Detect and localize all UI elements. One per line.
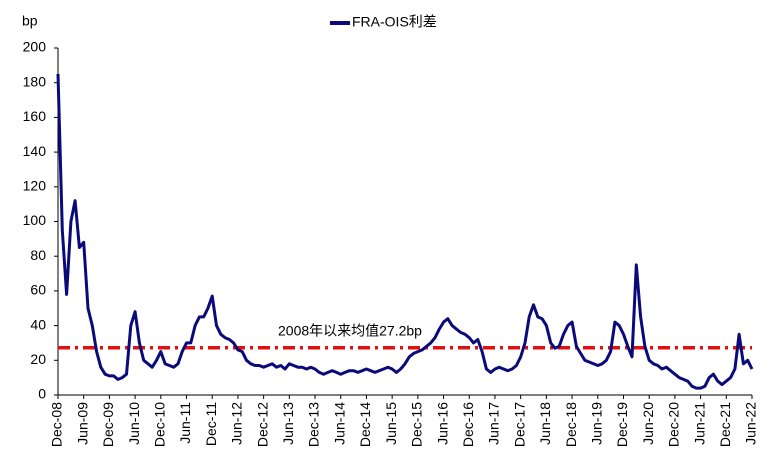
x-tick-label: Dec-10	[152, 402, 168, 447]
x-tick-label: Jun-17	[486, 402, 502, 445]
y-tick-label: 100	[23, 212, 47, 228]
y-tick-label: 140	[23, 143, 47, 159]
x-tick-label: Jun-16	[434, 402, 450, 445]
x-tick-label: Dec-08	[49, 402, 65, 447]
legend-label: FRA-OIS利差	[352, 14, 437, 30]
y-tick-label: 0	[38, 386, 46, 402]
x-tick-label: Dec-21	[717, 402, 733, 447]
y-tick-label: 40	[30, 316, 46, 332]
x-tick-label: Dec-19	[614, 402, 630, 447]
x-tick-label: Dec-13	[306, 402, 322, 447]
x-tick-label: Jun-11	[177, 402, 193, 444]
y-tick-label: 20	[30, 351, 46, 367]
x-tick-label: Jun-10	[126, 402, 142, 445]
x-tick-label: Dec-11	[203, 402, 219, 446]
y-tick-label: 200	[23, 39, 47, 55]
y-tick-label: 80	[30, 247, 46, 263]
x-tick-label: Jun-21	[691, 402, 707, 445]
x-tick-label: Dec-15	[409, 402, 425, 447]
x-tick-label: Jun-14	[331, 402, 347, 445]
x-tick-label: Dec-18	[563, 402, 579, 447]
x-tick-label: Jun-22	[743, 402, 759, 445]
y-tick-label: 60	[30, 282, 46, 298]
x-tick-label: Dec-20	[666, 402, 682, 447]
y-tick-label: 180	[23, 73, 47, 89]
x-tick-label: Jun-13	[280, 402, 296, 445]
series-line	[56, 73, 754, 390]
reference-label: 2008年以来均值27.2bp	[278, 323, 422, 339]
y-axis-label: bp	[22, 13, 38, 29]
x-tick-label: Dec-14	[357, 402, 373, 447]
x-tick-label: Dec-12	[254, 402, 270, 447]
x-tick-label: Dec-17	[511, 402, 527, 447]
y-tick-label: 160	[23, 108, 47, 124]
x-tick-label: Jun-19	[588, 402, 604, 445]
x-tick-label: Jun-09	[74, 402, 90, 445]
x-tick-label: Jun-20	[640, 402, 656, 445]
x-tick-label: Dec-09	[100, 402, 116, 447]
x-tick-label: Jun-12	[229, 402, 245, 445]
x-tick-label: Jun-15	[383, 402, 399, 445]
x-tick-label: Jun-18	[537, 402, 553, 445]
x-tick-label: Dec-16	[460, 402, 476, 447]
y-tick-label: 120	[23, 178, 47, 194]
